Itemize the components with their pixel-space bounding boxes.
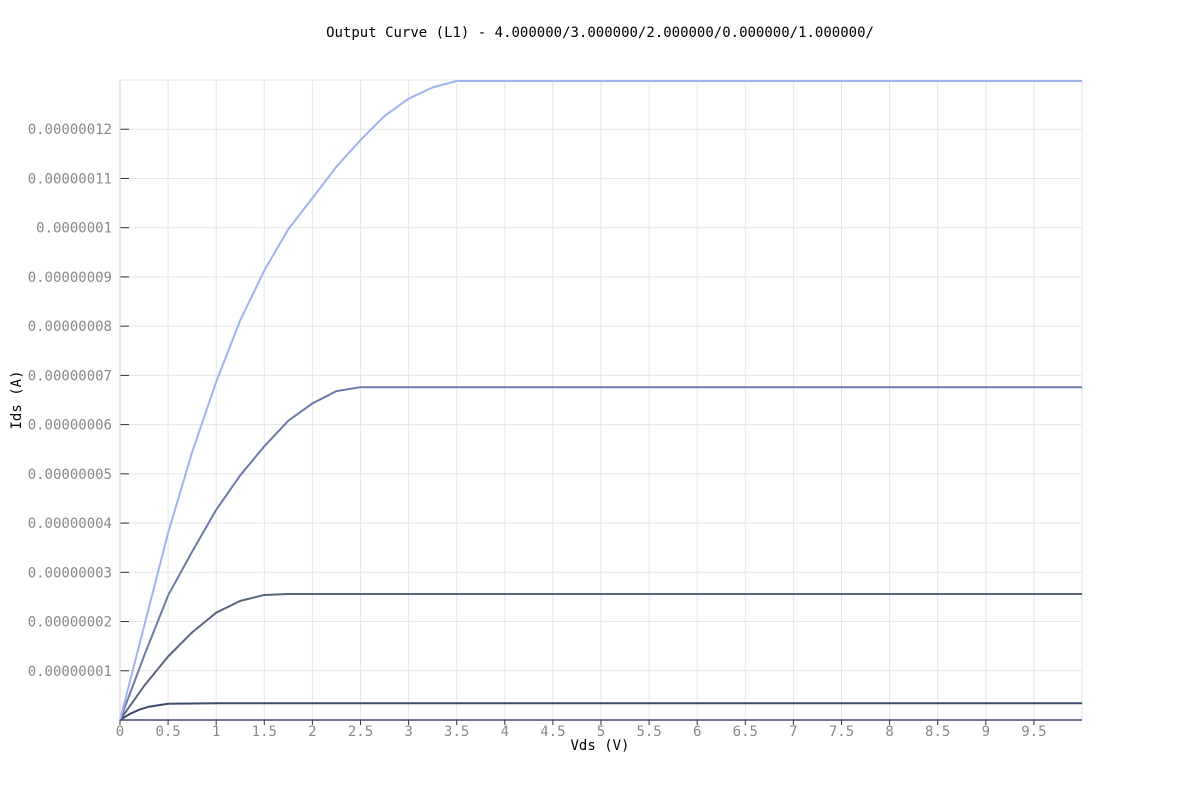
y-axis-label: Ids (A) [9, 370, 25, 429]
y-tick-label: 0.00000001 [28, 664, 112, 680]
x-tick-label: 0.5 [155, 724, 180, 740]
x-tick-label: 9 [982, 724, 990, 740]
y-tick-label: 0.00000005 [28, 467, 112, 483]
x-tick-label: 3.5 [444, 724, 469, 740]
x-tick-label: 4 [501, 724, 509, 740]
series-line [119, 386, 1082, 721]
x-tick-label: 8.5 [925, 724, 950, 740]
y-tick-label: 0.00000003 [28, 565, 112, 581]
series-line [119, 702, 1082, 721]
grid [119, 79, 1083, 720]
axes [119, 80, 1082, 725]
y-tick-label: 0.00000006 [28, 418, 112, 434]
y-tick-label: 0.00000009 [28, 270, 112, 286]
x-tick-label: 6 [693, 724, 701, 740]
x-tick-label: 0 [116, 724, 124, 740]
tick-labels: 0 0.5 1 1.5 2 2.5 3 3.5 4 4.5 5 5.5 6 6.5 7 7.5 8 8.5 9 9.5… [28, 122, 1047, 740]
x-tick-label: 8 [885, 724, 893, 740]
x-tick-label: 1 [212, 724, 220, 740]
x-axis-label: Vds (V) [570, 738, 629, 754]
x-tick-label: 6.5 [733, 724, 758, 740]
chart-title: Output Curve (L1) - 4.000000/3.000000/2.… [326, 25, 874, 41]
x-tick-label: 2 [308, 724, 316, 740]
x-tick-label: 5.5 [636, 724, 661, 740]
y-tick-label: 0.00000004 [28, 516, 112, 532]
series-line [119, 592, 1082, 721]
y-tick-label: 0.00000002 [28, 615, 112, 631]
series-line [119, 79, 1082, 721]
series-group [119, 79, 1082, 721]
x-tick-label: 7 [789, 724, 797, 740]
x-tick-label: 7.5 [829, 724, 854, 740]
y-tick-label: 0.0000001 [36, 221, 112, 237]
y-tick-label: 0.00000012 [28, 122, 112, 138]
y-tick-label: 0.00000011 [28, 171, 112, 187]
x-tick-label: 4.5 [540, 724, 565, 740]
x-tick-label: 9.5 [1021, 724, 1046, 740]
x-tick-label: 5 [597, 724, 605, 740]
x-tick-label: 1.5 [252, 724, 277, 740]
y-tick-label: 0.00000007 [28, 368, 112, 384]
y-tick-label: 0.00000008 [28, 319, 112, 335]
x-tick-label: 2.5 [348, 724, 373, 740]
x-tick-label: 3 [404, 724, 412, 740]
